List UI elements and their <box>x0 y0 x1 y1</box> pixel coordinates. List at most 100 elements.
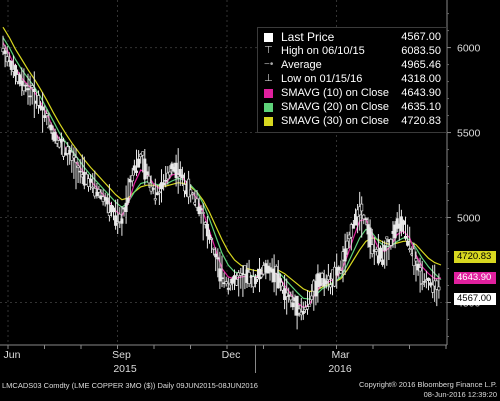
price-candle <box>376 255 380 264</box>
price-candle <box>353 213 357 226</box>
price-candle <box>305 306 309 310</box>
price-candle <box>408 248 412 250</box>
x-tick-label: Sep <box>112 349 131 361</box>
price-candle <box>416 263 420 271</box>
legend-label: SMAVG (20) on Close <box>281 101 390 113</box>
price-candle <box>287 294 291 297</box>
price-candle <box>28 95 32 98</box>
price-candle <box>105 197 109 205</box>
price-candle <box>112 207 116 213</box>
price-candle <box>195 198 199 208</box>
price-candle <box>414 258 418 262</box>
square-icon <box>264 89 273 98</box>
price-candle <box>91 186 95 189</box>
price-candle <box>297 308 301 314</box>
price-candle <box>141 151 145 156</box>
legend-label: Average <box>281 59 322 71</box>
price-candle <box>137 158 141 168</box>
price-candle <box>426 277 430 281</box>
price-candle <box>160 182 164 190</box>
price-candle <box>199 208 203 210</box>
price-candle <box>174 162 178 179</box>
price-candle <box>418 267 422 272</box>
price-candle <box>278 278 282 283</box>
price-candle <box>412 248 416 266</box>
price-candle <box>49 124 53 131</box>
price-candle <box>180 174 184 179</box>
price-candle <box>210 238 214 240</box>
price-candle <box>32 88 36 93</box>
price-candle <box>228 282 232 286</box>
price-candle <box>214 253 218 258</box>
price-candle <box>9 60 13 70</box>
square-icon <box>264 103 273 112</box>
price-candle <box>349 224 353 238</box>
y-tick-label: 5500 <box>457 128 481 140</box>
price-candle <box>401 220 405 225</box>
footer-ticker: LMCADS03 Comdty (LME COPPER 3MO ($)) Dai… <box>2 381 258 390</box>
legend-value: 4720.83 <box>401 115 441 127</box>
price-candle <box>216 257 220 260</box>
price-candle <box>337 266 341 271</box>
price-candle <box>378 247 382 259</box>
price-candle <box>22 85 26 92</box>
price-candle <box>45 113 49 116</box>
price-candle <box>64 152 68 156</box>
price-candle <box>5 56 9 63</box>
price-candle <box>20 80 24 86</box>
price-candle <box>235 279 239 286</box>
footer-copyright: Copyright® 2016 Bloomberg Finance L.P. <box>359 380 497 389</box>
price-candle <box>57 140 61 148</box>
price-candle <box>153 198 157 201</box>
price-candle <box>18 74 22 85</box>
legend-high: ⊤ High on 06/10/15 6083.50 <box>264 44 441 59</box>
legend-label: Low on 01/15/16 <box>281 73 363 85</box>
price-candle <box>201 212 205 214</box>
price-candle <box>203 222 207 225</box>
legend-average: −• Average 4965.46 <box>264 58 441 73</box>
price-candle <box>328 284 332 288</box>
price-candle <box>36 95 40 106</box>
price-candle <box>189 189 193 196</box>
legend-label: SMAVG (30) on Close <box>281 115 390 127</box>
legend-value: 4965.46 <box>401 59 441 71</box>
legend-label: SMAVG (10) on Close <box>281 87 390 99</box>
price-candle <box>368 227 372 248</box>
year-label: 2015 <box>113 363 137 375</box>
legend-box: Last Price 4567.00 ⊤ High on 06/10/15 60… <box>257 27 447 133</box>
price-candle <box>437 286 441 291</box>
price-candle <box>364 218 368 220</box>
price-candle <box>155 192 159 196</box>
price-candle <box>97 189 101 193</box>
legend-sma30: SMAVG (30) on Close 4720.83 <box>264 114 441 129</box>
price-candle <box>420 283 424 285</box>
y-tick-label: 6000 <box>457 43 481 55</box>
price-candle <box>233 275 237 282</box>
legend-sma10: SMAVG (10) on Close 4643.90 <box>264 86 441 101</box>
price-candle <box>212 247 216 250</box>
price-candle <box>291 302 295 308</box>
price-candle <box>310 295 314 300</box>
price-candle <box>295 295 299 316</box>
year-label: 2016 <box>328 363 352 375</box>
square-icon <box>264 117 273 126</box>
average-marker-icon: −• <box>264 59 274 70</box>
price-candle <box>429 282 433 286</box>
price-candle <box>360 203 364 212</box>
price-candle <box>3 50 7 54</box>
price-candle <box>326 275 330 280</box>
price-candle <box>383 245 387 251</box>
price-candle <box>164 179 168 182</box>
price-candle <box>389 239 393 246</box>
price-candles <box>1 35 441 330</box>
legend-value: 4318.00 <box>401 73 441 85</box>
price-candle <box>253 276 257 284</box>
price-candle <box>385 236 389 240</box>
price-candle <box>314 281 318 297</box>
price-candle <box>170 163 174 170</box>
price-candle <box>43 115 47 119</box>
legend-value: 4567.00 <box>401 31 441 43</box>
price-candle <box>381 259 385 265</box>
price-candle <box>107 212 111 216</box>
price-candle <box>422 281 426 283</box>
